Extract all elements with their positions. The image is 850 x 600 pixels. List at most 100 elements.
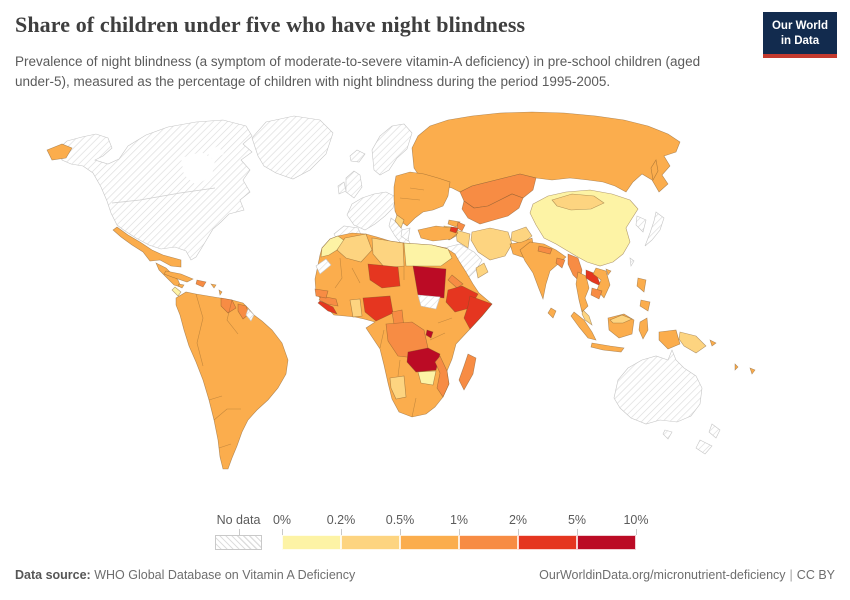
region-guinea[interactable]	[318, 295, 339, 307]
footer-separator: |	[789, 568, 793, 582]
region-bangladesh[interactable]	[555, 257, 566, 269]
region-luzon[interactable]	[636, 277, 647, 293]
region-cuba[interactable]	[163, 270, 194, 283]
legend-no-data-swatch[interactable]	[215, 535, 262, 550]
region-greece[interactable]	[400, 227, 411, 242]
region-turkey[interactable]	[417, 225, 459, 242]
region-namibia[interactable]	[389, 375, 407, 400]
region-sri-lanka[interactable]	[547, 307, 557, 319]
region-vanuatu[interactable]	[734, 363, 739, 371]
region-somalia[interactable]	[463, 295, 493, 330]
region-zimbabwe[interactable]	[417, 370, 437, 386]
region-azerbaijan[interactable]	[456, 221, 466, 232]
region-nigeria[interactable]	[362, 295, 394, 322]
region-central-asia[interactable]	[461, 193, 524, 225]
region-united-kingdom[interactable]	[345, 170, 363, 199]
region-sumatra[interactable]	[570, 311, 597, 341]
legend-tick-label: 0.2%	[326, 513, 356, 527]
legend-tick	[636, 529, 637, 535]
legend-tick	[400, 529, 401, 535]
region-scandinavia[interactable]	[371, 123, 413, 176]
owid-logo-line2: in Data	[780, 34, 820, 47]
region-north-america[interactable]	[56, 119, 253, 261]
region-costa-rica[interactable]	[171, 286, 182, 297]
region-ghana[interactable]	[349, 298, 363, 318]
region-malaysia-borneo[interactable]	[609, 314, 633, 324]
region-iran[interactable]	[470, 227, 513, 261]
legend-bin-swatch[interactable]	[341, 535, 400, 550]
region-java[interactable]	[590, 342, 625, 353]
legend-tick-label: 2%	[508, 513, 528, 527]
region-australia[interactable]	[613, 349, 703, 425]
region-chukotka[interactable]	[46, 143, 73, 161]
region-zambia[interactable]	[406, 347, 441, 373]
region-nepal[interactable]	[537, 245, 553, 255]
region-india[interactable]	[519, 241, 567, 301]
region-thailand[interactable]	[575, 271, 590, 313]
region-korea[interactable]	[635, 215, 647, 233]
region-hainan[interactable]	[605, 268, 612, 276]
region-taiwan[interactable]	[629, 257, 635, 267]
region-madagascar[interactable]	[458, 353, 477, 391]
region-cambodia[interactable]	[590, 287, 603, 300]
legend-tick-label: 0.5%	[385, 513, 415, 527]
legend-tick-label: 5%	[567, 513, 587, 527]
region-sulawesi[interactable]	[638, 317, 649, 340]
region-libya[interactable]	[371, 237, 405, 269]
region-ireland[interactable]	[337, 181, 347, 195]
region-jamaica[interactable]	[177, 283, 185, 289]
region-sierra-leone-liberia[interactable]	[317, 300, 338, 315]
region-new-zealand[interactable]	[695, 423, 721, 455]
region-hispaniola[interactable]	[195, 279, 207, 288]
region-western-sahara[interactable]	[315, 258, 332, 275]
region-malaysia-peninsula[interactable]	[581, 309, 593, 326]
region-niger[interactable]	[367, 263, 401, 289]
owid-url-link[interactable]: OurWorldinData.org/micronutrient-deficie…	[539, 568, 786, 582]
owid-logo[interactable]: Our World in Data	[762, 12, 837, 58]
region-oman[interactable]	[475, 262, 489, 279]
region-balkans[interactable]	[394, 214, 405, 229]
region-rwanda-burundi[interactable]	[425, 329, 434, 339]
region-iceland[interactable]	[349, 149, 366, 163]
region-mindanao[interactable]	[639, 299, 651, 312]
region-senegal[interactable]	[314, 288, 329, 299]
page-title: Share of children under five who have ni…	[15, 12, 526, 37]
region-sudan[interactable]	[412, 265, 447, 299]
region-greenland[interactable]	[251, 115, 334, 180]
region-iraq[interactable]	[455, 229, 471, 249]
region-south-america[interactable]	[175, 291, 289, 470]
region-suriname[interactable]	[245, 308, 255, 322]
legend-bin-swatch[interactable]	[518, 535, 577, 550]
legend-tick	[238, 529, 240, 535]
region-china[interactable]	[529, 189, 639, 267]
region-mexico[interactable]	[112, 226, 182, 268]
legend-bin-swatch[interactable]	[282, 535, 341, 550]
region-mongolia[interactable]	[551, 193, 605, 211]
world-map[interactable]	[0, 108, 850, 508]
license-link[interactable]: CC BY	[796, 568, 835, 582]
region-mozambique[interactable]	[434, 355, 450, 398]
legend-bin-swatch[interactable]	[459, 535, 518, 550]
region-papua-new-guinea[interactable]	[678, 331, 707, 354]
legend-bin-swatch[interactable]	[400, 535, 459, 550]
region-georgia[interactable]	[447, 219, 461, 228]
region-puerto-rico[interactable]	[210, 283, 217, 289]
region-sakhalin[interactable]	[650, 159, 659, 181]
legend-tick-label: 0%	[272, 513, 292, 527]
region-fiji[interactable]	[749, 367, 756, 375]
region-eastern-europe[interactable]	[393, 171, 451, 227]
region-west-europe[interactable]	[346, 191, 397, 231]
legend-bin-swatch[interactable]	[577, 535, 636, 550]
region-egypt[interactable]	[403, 242, 453, 267]
region-west-papua[interactable]	[658, 329, 681, 350]
region-russia[interactable]	[411, 111, 681, 193]
region-venezuela[interactable]	[220, 297, 237, 314]
region-algeria[interactable]	[336, 233, 373, 263]
region-south-sudan[interactable]	[417, 294, 441, 310]
region-armenia[interactable]	[449, 226, 459, 234]
region-solomon-islands[interactable]	[709, 339, 717, 347]
region-japan[interactable]	[644, 211, 665, 247]
region-tasmania[interactable]	[662, 429, 673, 440]
hudson-bay-water	[181, 146, 224, 185]
